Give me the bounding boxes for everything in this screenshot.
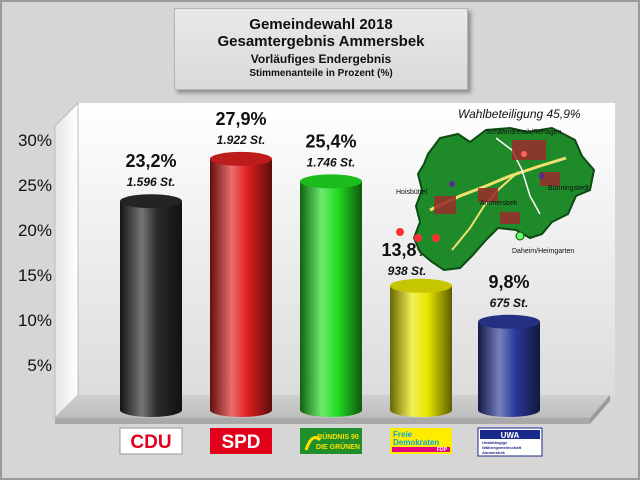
logo-uwa-text-4: Ammersbek (482, 450, 506, 455)
bar-uwa (478, 314, 540, 417)
chart-floor-edge (590, 395, 610, 424)
bar-value-label: 9,8% (488, 272, 529, 292)
logo-uwa-text-1: UWA (501, 431, 520, 440)
logo-uwa-text-3: Wählergemeinschaft (482, 445, 522, 450)
map-label: Daheim/Heimgarten (512, 248, 574, 255)
bar-body (478, 321, 540, 417)
map-marker (515, 231, 525, 241)
map-road (495, 137, 541, 215)
logo-uwa-text-2: Unabhängige (482, 440, 508, 445)
bar-spd (210, 151, 272, 417)
y-tick-label: 20% (18, 221, 52, 240)
chart-floor-front (55, 418, 590, 424)
bar-top (210, 151, 272, 166)
logo-uwa: UWA Unabhängige Wählergemeinschaft Ammer… (477, 427, 543, 457)
bar-fdp (390, 278, 452, 417)
title-box: Gemeindewahl 2018 Gesamtergebnis Ammersb… (174, 8, 468, 90)
turnout-label: Wahlbeteiligung 45,9% (458, 107, 581, 121)
map-ammersbek: Schäferdresch/Rehagen Hoisbüttel Ammersb… (396, 126, 596, 272)
y-tick-label: 30% (18, 131, 52, 150)
bar-value-label: 27,9% (215, 109, 266, 129)
map-marker (414, 234, 422, 242)
bar-top (300, 174, 362, 189)
logo-gruene-text-1: BÜNDNIS 90 (317, 432, 359, 441)
map-settlement (478, 188, 498, 202)
map-marker (521, 151, 527, 157)
bar-votes-label: 675 St. (490, 296, 529, 310)
bar-votes-label: 938 St. (388, 264, 427, 278)
logo-cdu: CDU (119, 427, 183, 455)
chart-title: Gemeindewahl 2018 (249, 16, 393, 33)
chart-subtitle: Gesamtergebnis Ammersbek (217, 33, 425, 50)
y-tick-label: 5% (27, 356, 52, 375)
logo-fdp: Freie Demokraten FDP (390, 428, 452, 454)
logo-gruene-text-2: DIE GRÜNEN (316, 442, 360, 451)
bar-votes-label: 1.922 St. (217, 133, 266, 147)
map-marker (449, 181, 455, 187)
map-label: Hoisbüttel (396, 189, 428, 196)
bar-top (390, 278, 452, 293)
bar-body (300, 181, 362, 417)
logo-fdp-text-2: Demokraten (393, 438, 439, 447)
logo-fdp-text-3: FDP (437, 447, 448, 453)
bar-body (210, 158, 272, 417)
chart-unit: Stimmenanteile in Prozent (%) (249, 68, 393, 79)
logo-spd: SPD (210, 428, 272, 454)
y-tick-label: 10% (18, 311, 52, 330)
logo-cdu-text: CDU (130, 432, 171, 453)
y-tick-label: 15% (18, 266, 52, 285)
map-road (451, 171, 519, 251)
map-label: Bünningstedt (548, 185, 589, 192)
bar-value-label: 25,4% (305, 131, 356, 151)
bar-body (390, 285, 452, 417)
bar-gruene (300, 174, 362, 417)
bar-top (120, 194, 182, 209)
map-marker (396, 228, 404, 236)
bar-cdu (120, 194, 182, 417)
map-label: Schäferdresch/Rehagen (486, 129, 562, 136)
chart-status: Vorläufiges Endergebnis (250, 52, 392, 66)
bar-votes-label: 1.596 St. (127, 175, 176, 189)
logo-spd-text: SPD (221, 432, 260, 453)
chart-side-wall (54, 101, 79, 420)
map-marker (432, 234, 440, 242)
y-tick-label: 25% (18, 176, 52, 195)
map-settlement (540, 172, 560, 186)
bar-top (478, 314, 540, 329)
map-settlement (500, 212, 520, 224)
map-settlement (512, 140, 546, 160)
bar-body (120, 201, 182, 417)
bar-votes-label: 1.746 St. (307, 155, 356, 169)
map-settlement (434, 196, 456, 214)
map-marker (539, 173, 545, 179)
bar-value-label: 23,2% (125, 151, 176, 171)
logo-gruene: BÜNDNIS 90 DIE GRÜNEN (300, 428, 362, 454)
logo-fdp-text-1: Freie (393, 430, 413, 439)
map-label: Ammersbek (480, 200, 518, 207)
